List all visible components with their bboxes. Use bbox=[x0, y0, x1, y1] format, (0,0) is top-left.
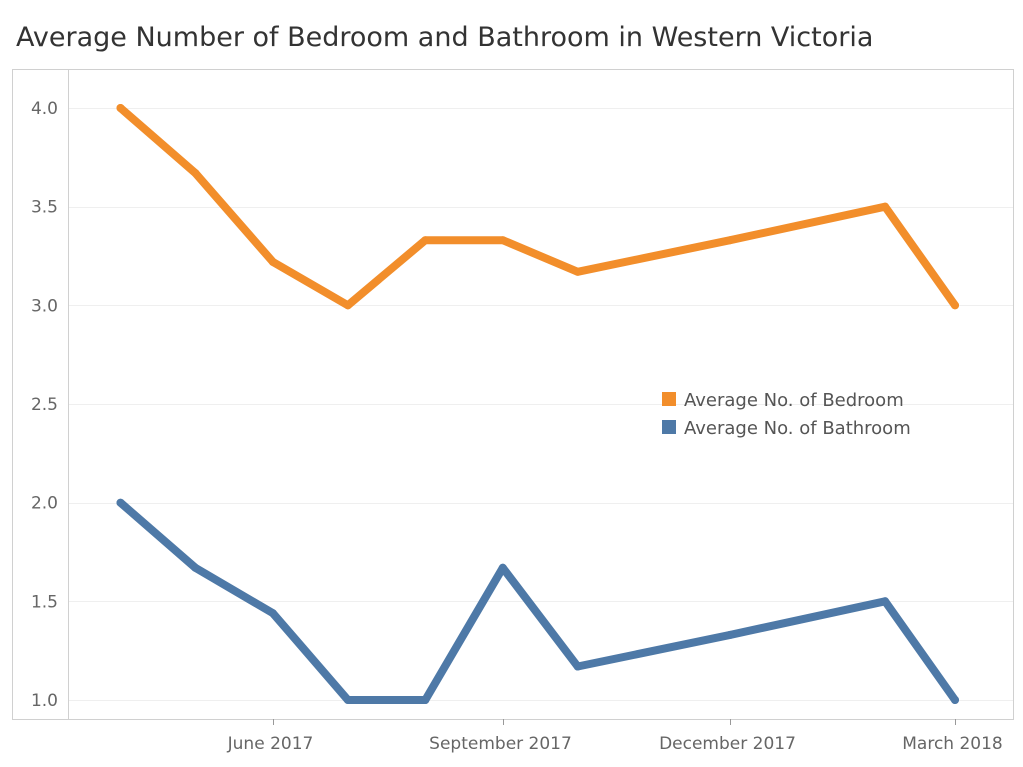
series-lines bbox=[116, 104, 959, 704]
x-tick-label: December 2017 bbox=[659, 734, 796, 754]
legend-label: Average No. of Bedroom bbox=[684, 390, 904, 411]
data-point bbox=[726, 630, 735, 639]
y-tick-label: 2.5 bbox=[31, 395, 58, 415]
data-point bbox=[268, 257, 277, 266]
y-tick-label: 3.0 bbox=[31, 296, 58, 316]
data-point bbox=[573, 267, 582, 276]
data-point bbox=[191, 169, 200, 178]
data-point bbox=[951, 696, 959, 704]
data-point bbox=[498, 563, 507, 572]
y-axis: 1.0 1.5 2.0 2.5 3.0 3.5 4.0 bbox=[31, 70, 69, 719]
y-tick-label: 4.0 bbox=[31, 99, 58, 119]
y-tick-label: 2.0 bbox=[31, 494, 58, 514]
legend: Average No. of Bedroom Average No. of Bat… bbox=[662, 390, 911, 439]
y-tick-label: 1.5 bbox=[31, 592, 58, 612]
chart-title: Average Number of Bedroom and Bathroom i… bbox=[16, 22, 874, 53]
legend-swatch bbox=[662, 392, 676, 406]
x-axis: June 2017 September 2017 December 2017 Marc… bbox=[227, 719, 1003, 754]
x-tick-label: March 2018 bbox=[902, 734, 1003, 754]
x-tick-label: September 2017 bbox=[429, 734, 572, 754]
data-point bbox=[191, 563, 200, 572]
y-tick-label: 1.0 bbox=[31, 691, 58, 711]
data-point bbox=[343, 696, 352, 704]
x-tick-label: June 2017 bbox=[227, 734, 314, 754]
data-point bbox=[881, 597, 890, 606]
legend-swatch bbox=[662, 420, 676, 434]
data-point bbox=[726, 236, 735, 245]
data-point bbox=[421, 236, 430, 245]
data-point bbox=[343, 301, 352, 310]
legend-label: Average No. of Bathroom bbox=[684, 418, 911, 439]
data-point bbox=[421, 696, 430, 704]
series-line-bathroom bbox=[116, 498, 959, 704]
data-point bbox=[116, 104, 125, 112]
y-tick-label: 3.5 bbox=[31, 198, 58, 218]
data-point bbox=[268, 609, 277, 618]
data-point bbox=[573, 662, 582, 671]
data-point bbox=[881, 202, 890, 211]
data-point bbox=[951, 301, 959, 310]
plot-frame bbox=[12, 69, 1014, 720]
series-line-bedroom bbox=[116, 104, 959, 310]
data-point bbox=[498, 236, 507, 245]
gridlines bbox=[68, 108, 1013, 701]
data-point bbox=[116, 498, 125, 507]
